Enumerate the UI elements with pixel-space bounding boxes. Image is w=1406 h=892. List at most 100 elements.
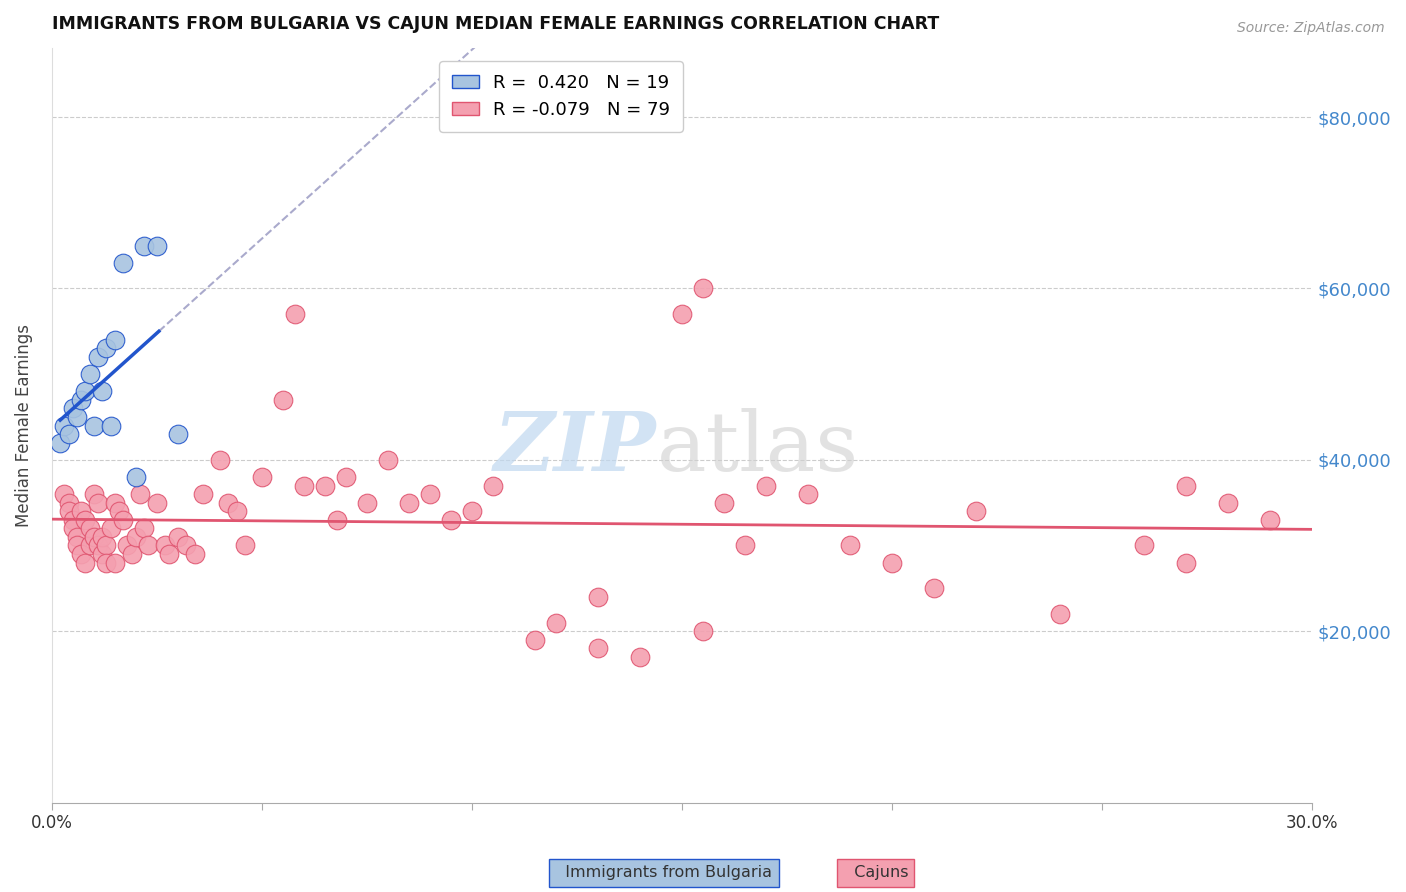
Point [62, 521, 84, 535]
Point [83, 487, 105, 501]
Point [1133, 539, 1156, 553]
Point [66, 530, 89, 544]
Point [524, 632, 547, 647]
Point [922, 582, 945, 596]
Point [87, 496, 110, 510]
Point [586, 641, 609, 656]
Point [129, 487, 152, 501]
Point [75, 384, 97, 399]
Point [155, 539, 177, 553]
Point [125, 530, 148, 544]
Point [440, 513, 463, 527]
Point [104, 556, 127, 570]
Point [75, 513, 97, 527]
Point [79, 539, 101, 553]
Legend: R =  0.420   N = 19, R = -0.079   N = 79: R = 0.420 N = 19, R = -0.079 N = 79 [439, 62, 683, 131]
Point [125, 470, 148, 484]
Point [1175, 556, 1198, 570]
Point [356, 496, 378, 510]
Point [70, 504, 93, 518]
Point [734, 539, 756, 553]
Point [1218, 496, 1240, 510]
Point [326, 513, 349, 527]
Point [839, 539, 862, 553]
Point [755, 478, 778, 492]
Point [292, 478, 315, 492]
Point [1260, 513, 1282, 527]
Point [377, 452, 399, 467]
Point [586, 590, 609, 604]
Text: Source: ZipAtlas.com: Source: ZipAtlas.com [1237, 21, 1385, 35]
Point [146, 238, 169, 252]
Point [96, 342, 118, 356]
Point [117, 539, 139, 553]
Point [96, 556, 118, 570]
Point [335, 470, 357, 484]
Point [58, 496, 80, 510]
Point [1175, 478, 1198, 492]
Point [100, 418, 122, 433]
Point [166, 427, 188, 442]
Point [544, 615, 567, 630]
Point [58, 427, 80, 442]
Point [62, 513, 84, 527]
Point [398, 496, 420, 510]
Point [96, 539, 118, 553]
Point [166, 530, 188, 544]
Point [87, 539, 110, 553]
Point [692, 281, 714, 295]
Point [271, 392, 294, 407]
Point [482, 478, 505, 492]
Point [104, 333, 127, 347]
Point [83, 418, 105, 433]
Point [79, 521, 101, 535]
Text: atlas: atlas [657, 409, 859, 488]
Point [87, 350, 110, 364]
Text: IMMIGRANTS FROM BULGARIA VS CAJUN MEDIAN FEMALE EARNINGS CORRELATION CHART: IMMIGRANTS FROM BULGARIA VS CAJUN MEDIAN… [52, 15, 939, 33]
Point [183, 547, 205, 561]
Point [62, 401, 84, 416]
Point [157, 547, 180, 561]
Point [671, 307, 693, 321]
Point [100, 521, 122, 535]
Point [208, 452, 231, 467]
Point [121, 547, 143, 561]
Text: ZIP: ZIP [495, 409, 657, 488]
Point [284, 307, 307, 321]
Point [217, 496, 239, 510]
Point [233, 539, 256, 553]
Point [134, 238, 156, 252]
Point [174, 539, 197, 553]
Point [112, 255, 135, 269]
Point [70, 547, 93, 561]
Point [91, 547, 114, 561]
Point [713, 496, 735, 510]
Point [79, 367, 101, 381]
Point [83, 530, 105, 544]
Point [104, 496, 127, 510]
Point [461, 504, 484, 518]
Point [191, 487, 214, 501]
Point [628, 649, 651, 664]
Text: Cajuns: Cajuns [844, 865, 908, 880]
Point [70, 392, 93, 407]
Point [250, 470, 273, 484]
Y-axis label: Median Female Earnings: Median Female Earnings [15, 324, 32, 527]
Point [91, 384, 114, 399]
Point [146, 496, 169, 510]
Point [225, 504, 247, 518]
Point [66, 539, 89, 553]
Point [66, 409, 89, 424]
Point [134, 521, 156, 535]
Point [91, 530, 114, 544]
Point [314, 478, 336, 492]
Point [53, 487, 76, 501]
Point [965, 504, 987, 518]
Point [1049, 607, 1071, 621]
Point [53, 418, 76, 433]
Text: Immigrants from Bulgaria: Immigrants from Bulgaria [555, 865, 772, 880]
Point [108, 504, 131, 518]
Point [58, 504, 80, 518]
Point [692, 624, 714, 639]
Point [49, 435, 72, 450]
